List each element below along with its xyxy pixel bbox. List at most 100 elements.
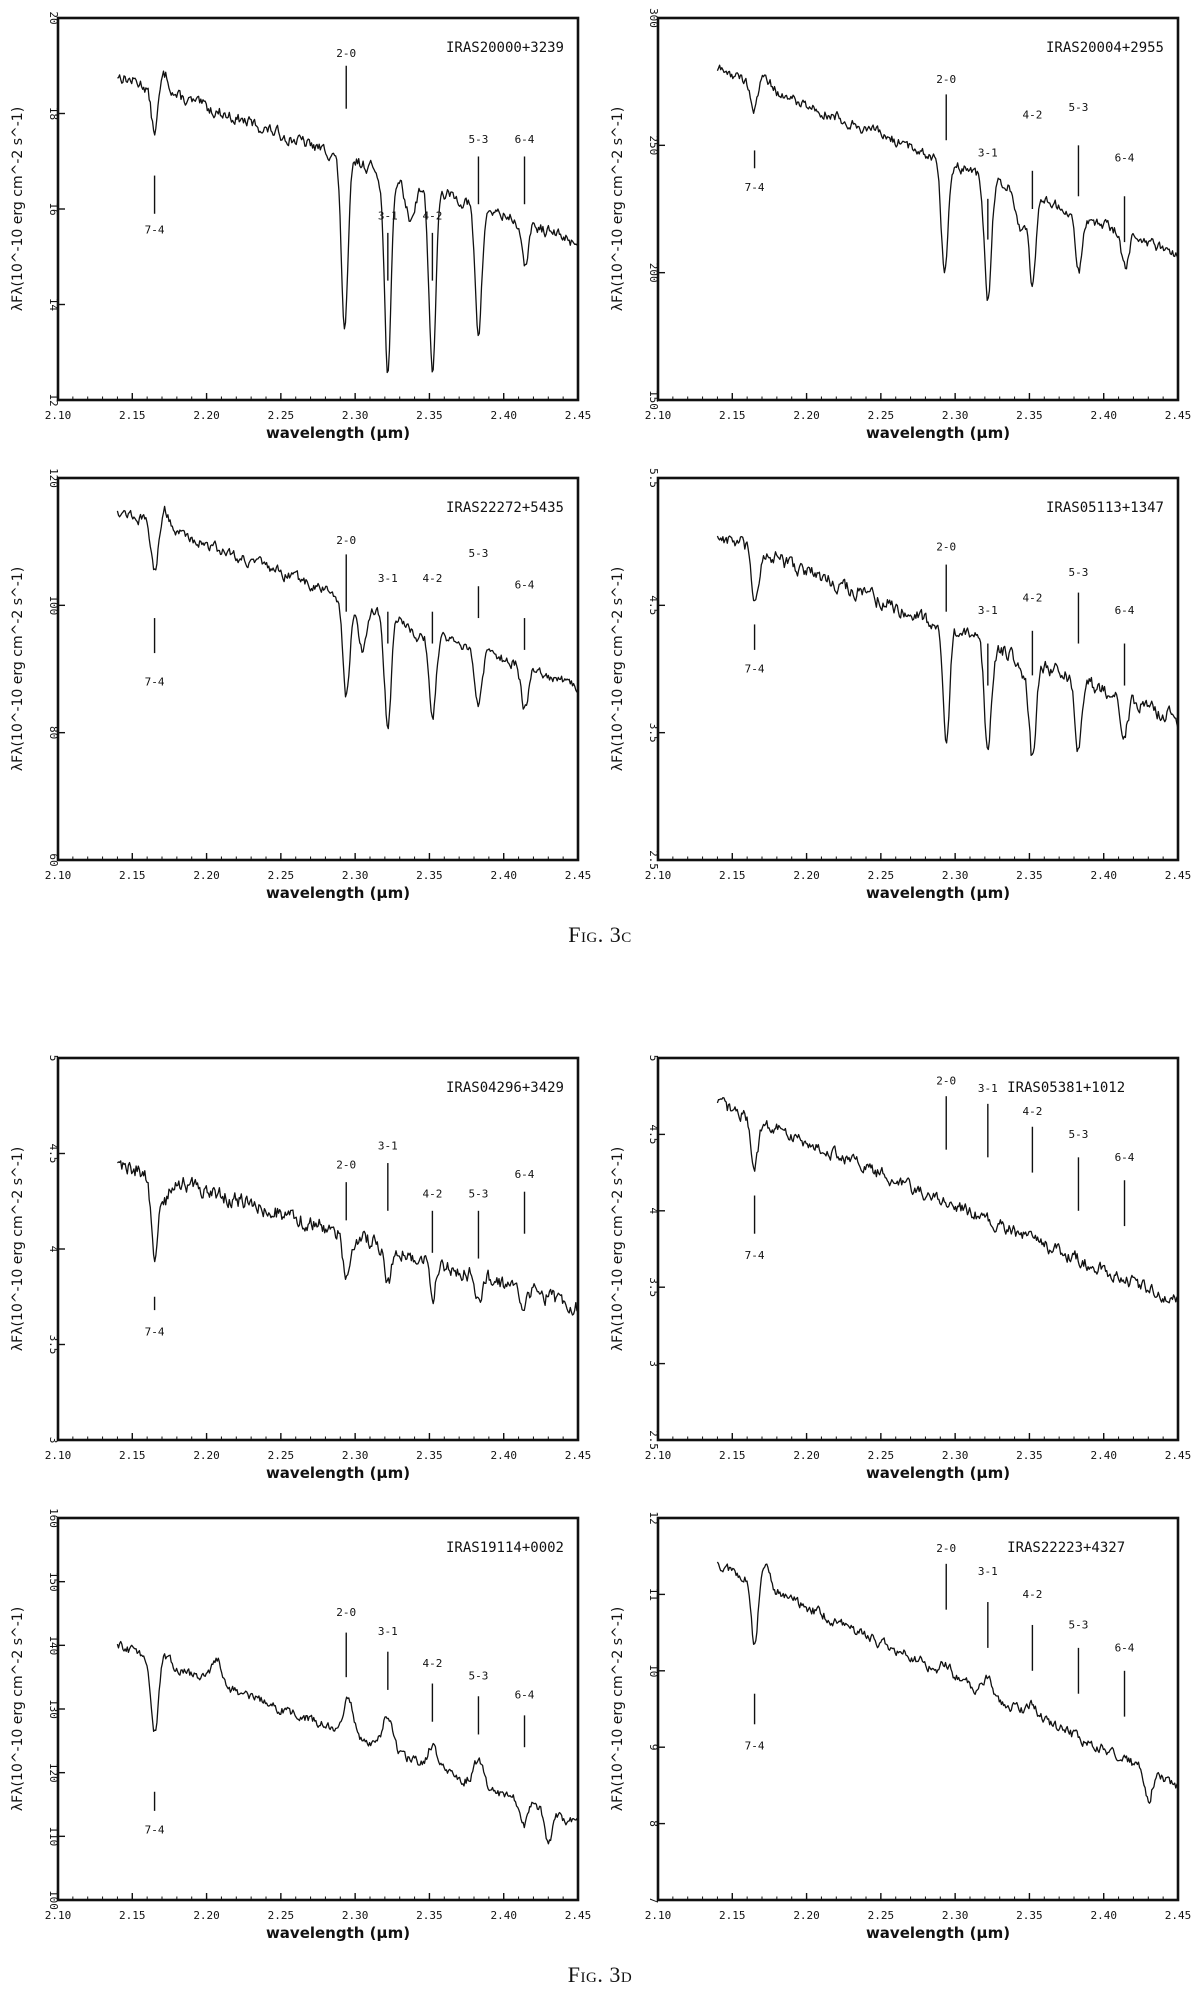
band-marker-label: 7-4 bbox=[145, 1824, 165, 1837]
x-tick-label: 2.30 bbox=[342, 1449, 369, 1462]
plot-frame bbox=[56, 476, 580, 862]
x-axis-label: wavelength (μm) bbox=[866, 424, 1010, 442]
spectrum-panel-iras20000: 2.10 2.15 2.20 2.25 2.30 2.35 2.40 2.45 12 14 16 18… bbox=[10, 11, 592, 442]
band-marker-label: 7-4 bbox=[745, 1740, 765, 1753]
y-tick-label: 20 bbox=[47, 11, 60, 24]
band-marker-label: 6-4 bbox=[1115, 604, 1135, 617]
y-tick-label: 4.5 bbox=[647, 1124, 660, 1144]
x-tick-label: 2.35 bbox=[1016, 409, 1043, 422]
spectrum-line bbox=[117, 70, 579, 374]
y-tick-label: 9 bbox=[647, 1744, 660, 1751]
chart-title: IRAS19114+0002 bbox=[446, 1540, 564, 1556]
y-tick-label: 16 bbox=[47, 202, 60, 215]
band-marker-label: 5-3 bbox=[1069, 566, 1089, 579]
x-tick-label: 2.15 bbox=[119, 869, 146, 882]
x-tick-label: 2.25 bbox=[868, 1909, 895, 1922]
plot-frame bbox=[56, 16, 580, 402]
spectrum-panel-iras19114: 2.10 2.15 2.20 2.25 2.30 2.35 2.40 2.45 100 110 12… bbox=[10, 1508, 592, 1942]
band-marker-label: 6-4 bbox=[1115, 152, 1135, 165]
y-tick-label: 3 bbox=[47, 1437, 60, 1444]
chart-title: IRAS22272+5435 bbox=[446, 500, 564, 516]
plot-frame bbox=[656, 16, 1180, 402]
chart-title: IRAS22223+4327 bbox=[1007, 1540, 1125, 1556]
figure-caption-3d: Fig. 3d bbox=[0, 1962, 1200, 1988]
y-tick-label: 4 bbox=[47, 1246, 60, 1253]
band-marker-label: 4-2 bbox=[1022, 1105, 1042, 1118]
x-tick-label: 2.40 bbox=[490, 1449, 517, 1462]
band-marker-label: 5-3 bbox=[469, 1187, 489, 1200]
spectrum-line bbox=[116, 505, 579, 730]
x-tick-label: 2.10 bbox=[645, 1909, 672, 1922]
y-tick-label: 10 bbox=[647, 1664, 660, 1677]
y-tick-label: 4 bbox=[647, 1207, 660, 1214]
band-marker-label: 2-0 bbox=[336, 1606, 356, 1619]
band-marker-label: 3-1 bbox=[978, 1082, 998, 1095]
x-tick-label: 2.15 bbox=[119, 1449, 146, 1462]
y-tick-label: 5 bbox=[647, 1055, 660, 1062]
x-tick-label: 2.25 bbox=[268, 409, 295, 422]
x-axis-label: wavelength (μm) bbox=[266, 1464, 410, 1482]
band-marker-label: 6-4 bbox=[515, 1689, 535, 1702]
x-tick-label: 2.15 bbox=[719, 409, 746, 422]
y-tick-label: 4.5 bbox=[47, 1144, 60, 1164]
y-tick-label: 3.5 bbox=[647, 723, 660, 743]
spectrum-line bbox=[716, 64, 1179, 302]
y-tick-label: 300 bbox=[647, 8, 660, 28]
x-tick-label: 2.40 bbox=[490, 1909, 517, 1922]
y-tick-label: 14 bbox=[47, 298, 60, 312]
y-axis-label: λFλ(10^-10 erg cm^-2 s^-1) bbox=[10, 567, 26, 771]
y-tick-label: 12 bbox=[647, 1511, 660, 1524]
x-tick-label: 2.45 bbox=[565, 1909, 592, 1922]
y-tick-label: 120 bbox=[47, 468, 60, 488]
x-axis-label: wavelength (μm) bbox=[866, 1924, 1010, 1942]
x-tick-label: 2.20 bbox=[793, 869, 820, 882]
plot-frame bbox=[656, 1516, 1180, 1902]
x-tick-label: 2.30 bbox=[942, 1909, 969, 1922]
x-tick-label: 2.40 bbox=[490, 869, 517, 882]
y-axis-label: λFλ(10^-10 erg cm^-2 s^-1) bbox=[10, 1147, 26, 1351]
x-tick-label: 2.20 bbox=[193, 1449, 220, 1462]
figure-caption-text: Fig. 3d bbox=[567, 1962, 633, 1987]
y-tick-label: 3.5 bbox=[647, 1277, 660, 1297]
band-marker-label: 4-2 bbox=[422, 209, 442, 222]
band-marker-label: 2-0 bbox=[936, 540, 956, 553]
x-axis-label: wavelength (μm) bbox=[266, 424, 410, 442]
y-axis-label: λFλ(10^-10 erg cm^-2 s^-1) bbox=[10, 107, 26, 311]
band-marker-label: 5-3 bbox=[469, 133, 489, 146]
y-tick-label: 130 bbox=[47, 1699, 60, 1719]
y-tick-label: 11 bbox=[647, 1588, 660, 1601]
y-axis-label: λFλ(10^-10 erg cm^-2 s^-1) bbox=[610, 567, 626, 771]
band-marker-label: 7-4 bbox=[145, 1325, 165, 1338]
x-tick-label: 2.45 bbox=[1165, 1909, 1192, 1922]
band-marker-label: 3-1 bbox=[378, 1140, 398, 1153]
plot-frame bbox=[56, 1056, 580, 1442]
band-marker-label: 6-4 bbox=[515, 579, 535, 592]
x-tick-label: 2.10 bbox=[45, 1909, 72, 1922]
x-tick-label: 2.45 bbox=[1165, 1449, 1192, 1462]
x-tick-label: 2.10 bbox=[45, 869, 72, 882]
y-tick-label: 110 bbox=[47, 1826, 60, 1846]
y-tick-label: 200 bbox=[647, 263, 660, 283]
x-tick-label: 2.25 bbox=[868, 869, 895, 882]
spectrum-line bbox=[716, 1096, 1179, 1304]
spectrum-panel-iras22272: 2.10 2.15 2.20 2.25 2.30 2.35 2.40 2.45 60 80 100 1… bbox=[10, 468, 591, 902]
y-axis-label: λFλ(10^-10 erg cm^-2 s^-1) bbox=[610, 107, 626, 311]
x-tick-label: 2.30 bbox=[942, 1449, 969, 1462]
band-marker-label: 5-3 bbox=[469, 1670, 489, 1683]
y-tick-label: 12 bbox=[47, 393, 60, 406]
y-tick-label: 18 bbox=[47, 107, 60, 120]
spectrum-line bbox=[116, 1640, 579, 1845]
spectrum-line bbox=[716, 1561, 1179, 1804]
chart-title: IRAS04296+3429 bbox=[446, 1080, 564, 1096]
y-tick-label: 2.5 bbox=[647, 1430, 660, 1450]
x-tick-label: 2.20 bbox=[193, 1909, 220, 1922]
y-tick-label: 7 bbox=[647, 1897, 660, 1904]
x-tick-label: 2.25 bbox=[868, 1449, 895, 1462]
x-tick-label: 2.35 bbox=[416, 1449, 443, 1462]
x-tick-label: 2.45 bbox=[565, 1449, 592, 1462]
band-marker-label: 7-4 bbox=[145, 223, 165, 236]
x-tick-label: 2.45 bbox=[565, 409, 592, 422]
x-tick-label: 2.30 bbox=[942, 409, 969, 422]
x-tick-label: 2.15 bbox=[719, 869, 746, 882]
x-tick-label: 2.10 bbox=[645, 409, 672, 422]
